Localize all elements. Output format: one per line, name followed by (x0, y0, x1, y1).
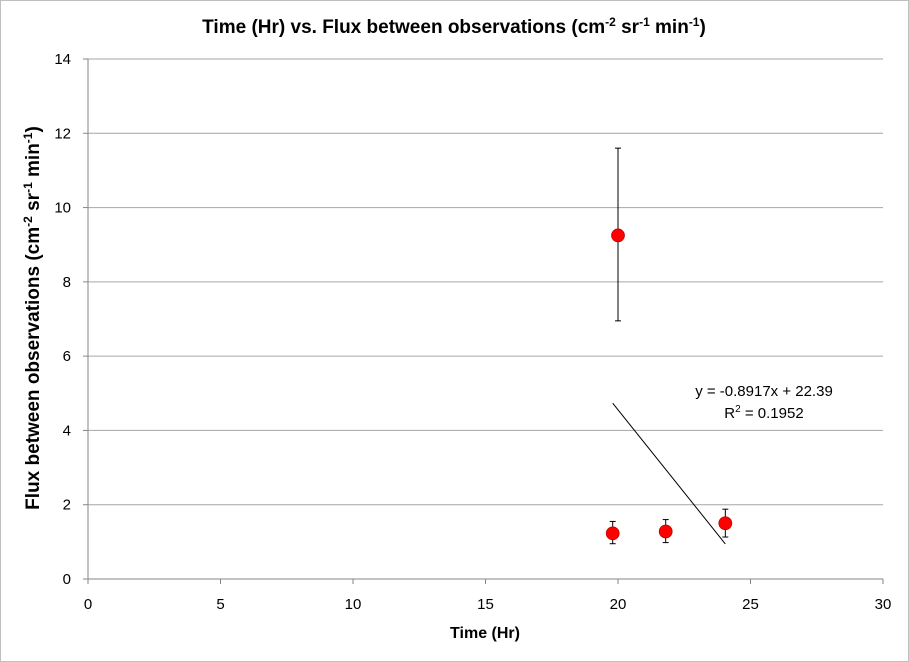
x-axis-label: Time (Hr) (450, 625, 520, 642)
x-tick-label: 30 (875, 596, 892, 613)
data-point (658, 524, 673, 539)
data-points (605, 228, 733, 541)
axes (83, 58, 884, 584)
y-tick-label: 2 (63, 497, 71, 514)
data-point (718, 516, 733, 531)
data-point (605, 526, 620, 541)
y-tick-label: 0 (63, 571, 71, 588)
y-tick-label: 8 (63, 274, 71, 291)
y-tick-label: 4 (63, 422, 71, 439)
data-point (611, 228, 625, 243)
y-tick-label: 14 (54, 51, 71, 68)
chart-title: Time (Hr) vs. Flux between observations … (202, 15, 706, 38)
x-tick-label: 5 (216, 596, 224, 613)
trendline (612, 402, 726, 545)
x-tick-label: 20 (610, 596, 627, 613)
trendline-equation: y = -0.8917x + 22.39 (695, 383, 833, 400)
x-tick-label: 0 (84, 596, 92, 613)
x-tick-label: 25 (742, 596, 759, 613)
gridlines (88, 58, 883, 506)
tick-labels: 0 2 4 6 8 10 12 14 0 5 10 15 20 25 30 (54, 51, 891, 613)
x-tick-label: 15 (477, 596, 494, 613)
y-axis-label: Flux between observations (cm-2 sr-1 min… (21, 126, 44, 510)
trendline-layer (612, 402, 726, 545)
trendline-r-squared: R2 = 0.1952 (724, 404, 803, 422)
y-tick-label: 12 (54, 125, 71, 142)
y-tick-label: 10 (54, 200, 71, 217)
y-tick-label: 6 (63, 348, 71, 365)
x-tick-label: 10 (345, 596, 362, 613)
